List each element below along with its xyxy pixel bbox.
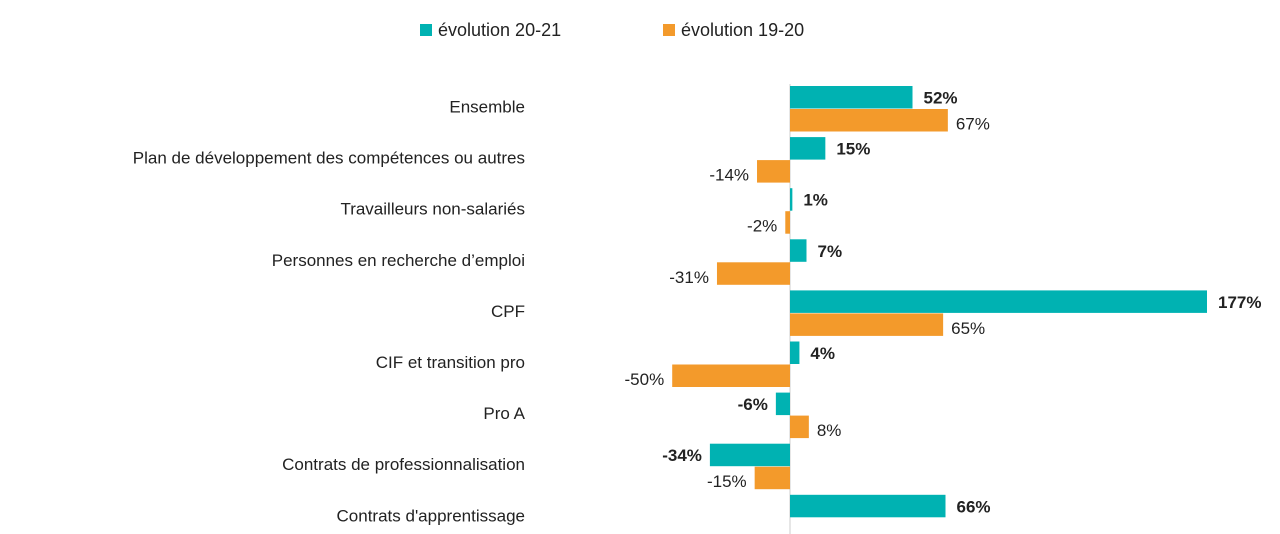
value-label: 15% [836, 140, 870, 159]
value-label: 4% [810, 344, 835, 363]
bar [790, 86, 913, 109]
legend-label: évolution 19-20 [681, 20, 804, 40]
legend-swatch [663, 24, 675, 36]
value-label: 52% [924, 88, 958, 107]
bar [790, 415, 809, 439]
value-label: -14% [709, 166, 749, 185]
value-label: 8% [817, 421, 842, 440]
category-label: Contrats de professionnalisation [282, 455, 525, 474]
bar [716, 262, 790, 285]
value-label: -50% [625, 370, 665, 389]
value-label: 7% [817, 242, 842, 261]
category-label: Plan de développement des compétences ou… [133, 149, 525, 168]
category-label: CIF et transition pro [376, 353, 525, 372]
bar [790, 341, 800, 364]
value-label: 65% [951, 319, 985, 338]
category-label: Personnes en recherche d’emploi [272, 251, 525, 270]
value-label: -34% [662, 446, 702, 465]
category-label: Travailleurs non-salariés [340, 200, 525, 219]
value-label: 1% [803, 191, 828, 210]
bar [754, 466, 790, 490]
bar [785, 211, 790, 234]
bar [775, 392, 790, 416]
category-label: CPF [491, 302, 525, 321]
value-label: 67% [956, 114, 990, 133]
bar [672, 364, 790, 387]
bar [790, 188, 793, 211]
legend-swatch [420, 24, 432, 36]
bar [790, 290, 1207, 313]
value-label: 177% [1218, 293, 1261, 312]
bar [790, 137, 826, 160]
category-label: Pro A [483, 404, 525, 423]
value-label: -2% [747, 217, 777, 236]
legend-label: évolution 20-21 [438, 20, 561, 40]
category-label: Ensemble [449, 97, 525, 116]
value-label: -15% [707, 472, 747, 491]
bar [790, 239, 807, 262]
value-label: -6% [738, 395, 768, 414]
bar [790, 313, 944, 336]
bar [790, 494, 946, 518]
category-label: Contrats d'apprentissage [337, 506, 525, 525]
bar [790, 109, 948, 132]
bar [757, 160, 790, 183]
bar [709, 443, 790, 467]
value-label: 66% [956, 497, 990, 516]
value-label: -31% [669, 268, 709, 287]
